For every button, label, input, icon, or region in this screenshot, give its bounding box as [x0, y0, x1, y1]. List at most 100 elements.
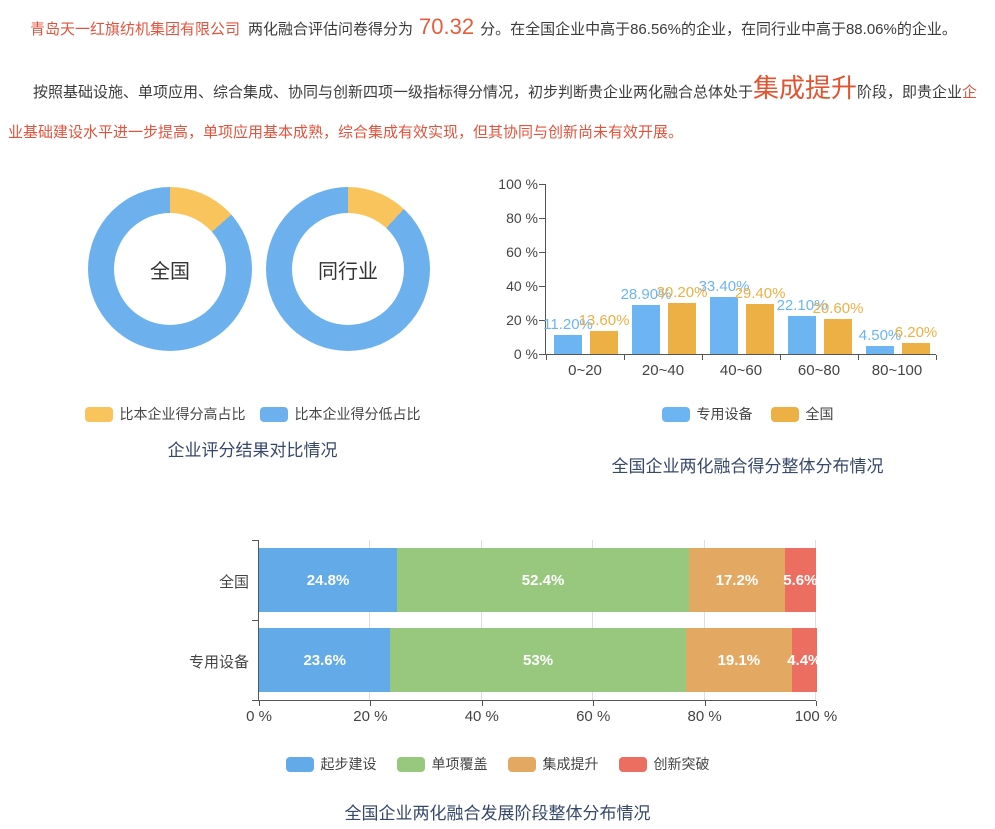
bar-value-label: 13.60% — [578, 311, 630, 329]
bar-value-label: 6.20% — [894, 324, 938, 342]
segment-创新突破-专用设备: 4.4% — [787, 628, 821, 692]
legend-swatch — [770, 406, 799, 422]
bar-value-label: 29.40% — [734, 285, 786, 303]
bar-value-label: 28.90% — [620, 285, 672, 303]
x-axis-tick — [780, 355, 781, 360]
legend-item-label: 集成提升 — [542, 756, 599, 772]
bar-全国-80~100 — [902, 343, 930, 354]
category-label-专用设备: 专用设备 — [188, 654, 249, 671]
score-prefix-text: 两化融合评估问卷得分为 — [248, 21, 414, 38]
x-axis-tick — [704, 701, 706, 706]
segment-value-label: 17.2% — [715, 571, 759, 589]
legend-item-集成提升[interactable]: 集成提升 — [507, 754, 599, 774]
x-axis-tick — [702, 355, 703, 360]
y-axis-tick — [252, 540, 258, 541]
x-axis-tick — [816, 701, 817, 706]
stage-distribution-chart: 0 % 20 % 40 % 60 % 80 % 100 % 全国 24.8% 52.4% 17.2… — [189, 540, 837, 725]
x-axis-label: 80~100 — [871, 362, 923, 379]
legend-item-全国[interactable]: 全国 — [770, 404, 834, 424]
y-axis-tick — [252, 620, 258, 621]
stacked-chart-title: 全国企业两化融合发展阶段整体分布情况 — [344, 804, 651, 823]
x-axis-tick — [936, 355, 937, 360]
donut-hole: 全国 — [114, 213, 226, 325]
y-axis-label: 0 % — [513, 346, 538, 362]
x-axis-label: 40~60 — [719, 362, 763, 379]
bar-value-label: 30.20% — [656, 283, 708, 301]
gridline — [480, 540, 482, 700]
x-axis-label: 60~80 — [797, 362, 841, 379]
legend-swatch — [507, 756, 536, 772]
summary-line: 青岛天一红旗纺机集团有限公司 两化融合评估问卷得分为 70.32 分。在全国企业中高于… — [30, 14, 989, 40]
x-axis-label: 20 % — [353, 708, 388, 725]
segment-value-label: 23.6% — [303, 651, 346, 669]
legend-item-label: 比本企业得分低占比 — [294, 406, 421, 422]
y-axis-label: 100 % — [498, 176, 538, 192]
gridline — [815, 540, 816, 700]
bar-chart-title: 全国企业两化融合得分整体分布情况 — [611, 457, 884, 476]
x-axis-tick — [858, 355, 859, 360]
segment-集成提升-全国: 17.2% — [689, 548, 785, 612]
score-distribution-chart: 0 % 20 % 40 % 60 % 80 % 100 % 0~20 20~40 40~60 60… — [498, 176, 938, 379]
segment-value-label: 52.4% — [521, 571, 565, 589]
y-axis-label: 40 % — [506, 278, 538, 294]
bar-value-label: 22.10% — [776, 297, 828, 315]
assessment-paragraph: 按照基础设施、单项应用、综合集成、协同与创新四项一级指标得分情况，初步判断贵企业… — [8, 68, 988, 153]
y-axis-label: 20 % — [506, 312, 538, 328]
x-axis-label: 0 % — [246, 708, 272, 725]
legend-swatch — [661, 406, 690, 422]
legend-item-label: 专用设备 — [696, 406, 753, 422]
legend-item-比本企业得分高占比[interactable]: 比本企业得分高占比 — [84, 404, 246, 424]
assessment-text-2: 阶段，即贵企业 — [857, 84, 963, 101]
segment-value-label: 4.4% — [787, 651, 822, 669]
bar-value-label: 4.50% — [858, 327, 902, 345]
stage-name-highlight: 集成提升 — [753, 73, 858, 103]
legend-item-label: 创新突破 — [653, 756, 710, 772]
donut-charts: 全国 同行业 — [88, 187, 430, 351]
donut-legend: 比本企业得分高占比 比本企业得分低占比 — [0, 404, 505, 424]
bar-value-label: 11.20% — [543, 315, 593, 333]
gridline — [703, 540, 705, 700]
x-axis-tick — [593, 701, 595, 706]
gridline — [369, 540, 371, 700]
x-axis-tick — [481, 701, 483, 706]
y-axis-tick — [252, 700, 258, 701]
segment-value-label: 24.8% — [306, 571, 350, 589]
donut-hole: 同行业 — [292, 213, 404, 325]
x-axis-label: 80 % — [687, 708, 722, 725]
legend-item-单项覆盖[interactable]: 单项覆盖 — [396, 754, 488, 774]
x-axis-tick — [370, 701, 372, 706]
score-value: 70.32 — [419, 14, 475, 39]
x-axis-tick — [546, 355, 547, 360]
bar-全国-0~20 — [590, 330, 618, 354]
legend-item-label: 比本企业得分高占比 — [119, 406, 246, 422]
bar-chart-legend: 专用设备 全国 — [500, 404, 995, 424]
donut-center-label: 全国 — [150, 260, 190, 283]
legend-item-创新突破[interactable]: 创新突破 — [618, 754, 710, 774]
x-axis-label: 20~40 — [641, 362, 685, 379]
x-axis-label: 60 % — [576, 708, 611, 725]
legend-item-专用设备[interactable]: 专用设备 — [661, 404, 753, 424]
donut-national: 全国 — [88, 187, 252, 351]
bar-value-label: 33.40% — [698, 278, 750, 296]
segment-集成提升-专用设备: 19.1% — [685, 628, 793, 692]
company-name: 青岛天一红旗纺机集团有限公司 — [30, 21, 241, 38]
legend-swatch — [259, 406, 288, 422]
score-suffix-text: 分。在全国企业中高于86.56%的企业，在同行业中高于88.06%的企业。 — [480, 21, 957, 38]
bar-全国-20~40 — [668, 302, 696, 354]
assessment-text-3: 企业基础建设水平进一步提高，单项应用基本成熟，综合集成有效实现，但其协同与创新尚… — [8, 84, 978, 141]
legend-item-起步建设[interactable]: 起步建设 — [285, 754, 377, 774]
legend-item-比本企业得分低占比[interactable]: 比本企业得分低占比 — [259, 404, 421, 424]
segment-value-label: 5.6% — [783, 571, 818, 589]
x-axis-label: 0~20 — [568, 362, 602, 379]
y-axis-tick — [539, 252, 545, 253]
donut-industry: 同行业 — [266, 187, 430, 351]
segment-单项覆盖-专用设备: 53% — [390, 628, 686, 692]
y-axis-label: 80 % — [506, 210, 538, 226]
bar-全国-60~80 — [824, 318, 852, 354]
category-label-全国: 全国 — [218, 574, 249, 591]
legend-swatch — [285, 756, 314, 772]
bar-value-label: 20.60% — [812, 299, 864, 317]
y-axis-tick — [539, 218, 545, 219]
segment-起步建设-全国: 24.8% — [259, 548, 398, 612]
bar-全国-40~60 — [746, 304, 774, 354]
